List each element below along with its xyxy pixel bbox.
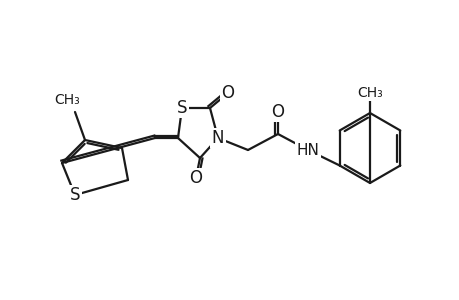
- Text: O: O: [271, 103, 284, 121]
- Text: S: S: [176, 99, 187, 117]
- Text: N: N: [211, 129, 224, 147]
- Text: CH₃: CH₃: [54, 93, 80, 107]
- Text: CH₃: CH₃: [356, 86, 382, 100]
- Text: S: S: [70, 186, 80, 204]
- Text: HN: HN: [296, 142, 319, 158]
- Text: O: O: [189, 169, 202, 187]
- Text: O: O: [221, 84, 234, 102]
